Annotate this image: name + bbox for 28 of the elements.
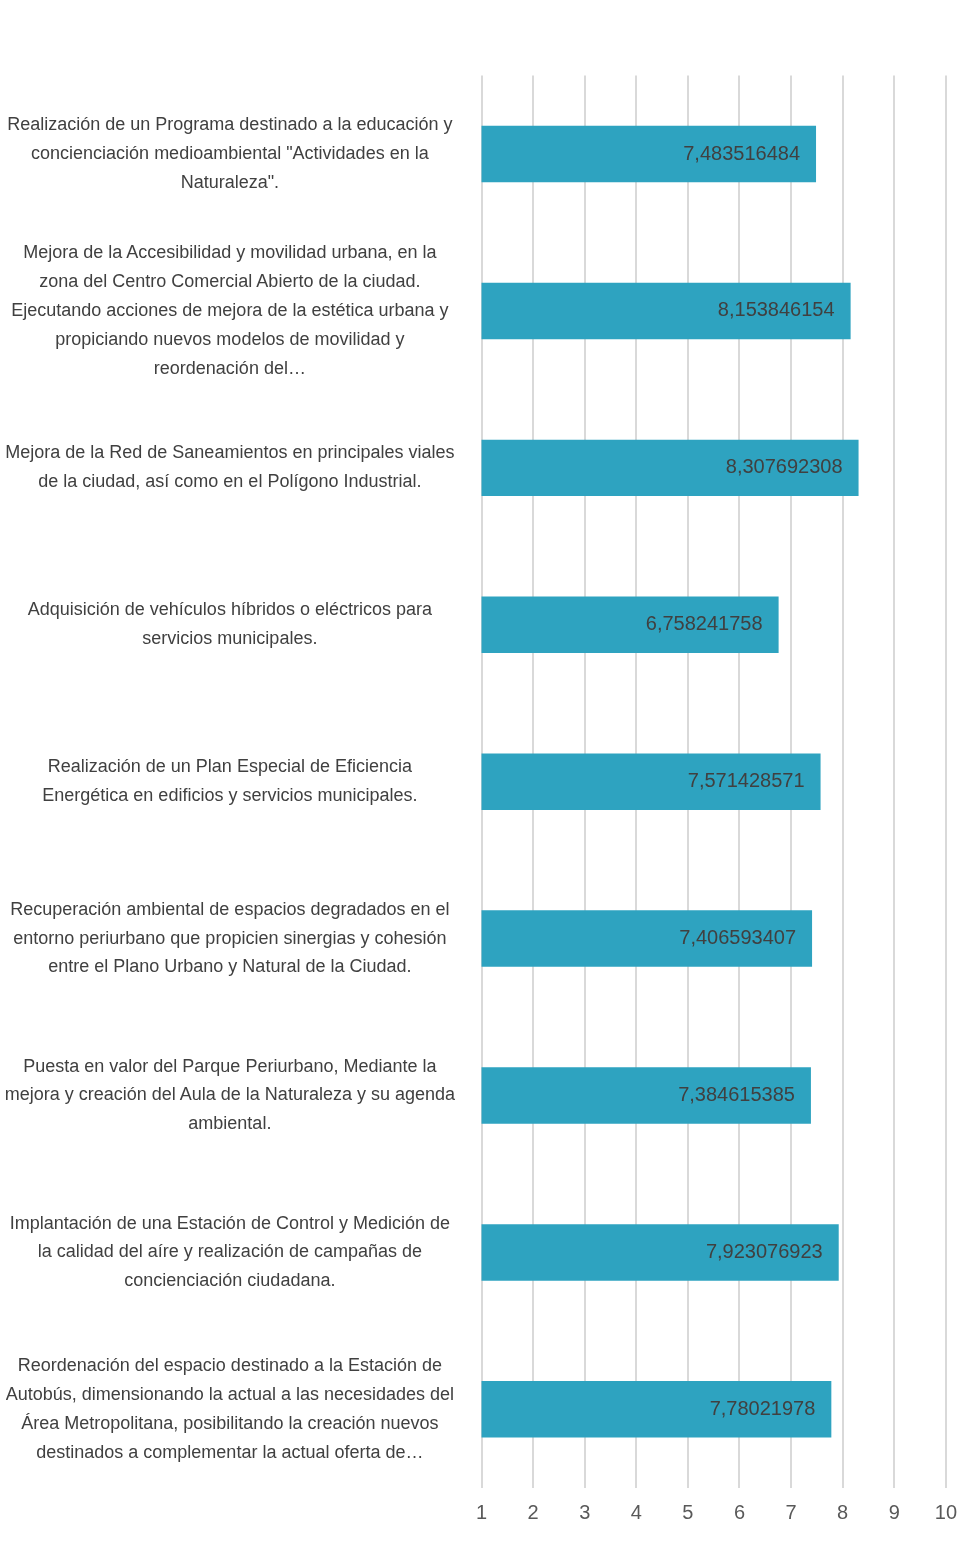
data-label: 7,406593407 [679,926,797,949]
x-tick-label: 6 [733,1501,746,1524]
data-label: 7,384615385 [678,1083,795,1106]
y-tick-label: Mejora de la Red de Saneamientos en principales viales de la ciudad, así como en el Polígono Industrial. [5,442,455,492]
y-tick-label: Realización de un Programa destinado a la educación y concienciación medioambiental "Actividades en la Naturaleza". [7,114,453,192]
y-tick-label: Puesta en valor del Parque Periurbano, Mediante la mejora y creación del Aula de la Naturaleza y su agenda ambiental. [4,1055,456,1134]
data-label: 7,483516484 [683,141,801,164]
y-tick-label: Implantación de una Estación de Control y Medición de la calidad del aíre y realización de campañas de concienciación ciudadana. [9,1212,450,1291]
data-label: 8,153846154 [717,298,835,321]
x-tick-label: 5 [682,1501,694,1524]
x-tick-label: 3 [579,1501,591,1524]
data-label: 7,923076923 [705,1239,823,1262]
y-tick-label: Recuperación ambiental de espacios degradados en el entorno periurbano que propicien sinergias y cohesión entre el Plano Urbano y Natural de la Ciudad. [10,898,450,977]
data-label: 6,758241758 [645,612,763,635]
x-tick-label: 7 [785,1501,797,1524]
x-tick-label: 8 [837,1501,849,1524]
y-tick-label: Adquisición de vehículos híbridos o eléctricos para servicios municipales. [27,599,433,649]
x-tick-label: 4 [630,1501,642,1524]
data-label: 7,571428571 [687,769,805,792]
data-label: 7,78021978 [709,1396,816,1419]
x-tick-label: 9 [888,1501,900,1524]
y-tick-label: Realización de un Plan Especial de Eficiencia Energética en edificios y servicios municipales. [42,756,418,806]
x-tick-label: 1 [475,1501,488,1524]
y-tick-label: Mejora de la Accesibilidad y movilidad urbana, en la zona del Centro Comercial Abierto de la ciudad. Ejecutando acciones de mejora de la estética urbana y propiciando nuevos modelos de movilidad y reordenación del… [11,242,449,378]
y-tick-label: Reordenación del espacio destinado a la Estación de Autobús, dimensionando la actual a las necesidades del Área Metropolitana, posibilitando la creación nuevos destinados a complementar la actual oferta de… [5,1355,455,1462]
x-tick-label: 10 [934,1501,957,1524]
x-tick-label: 2 [527,1501,539,1524]
data-label: 8,307692308 [725,455,843,478]
